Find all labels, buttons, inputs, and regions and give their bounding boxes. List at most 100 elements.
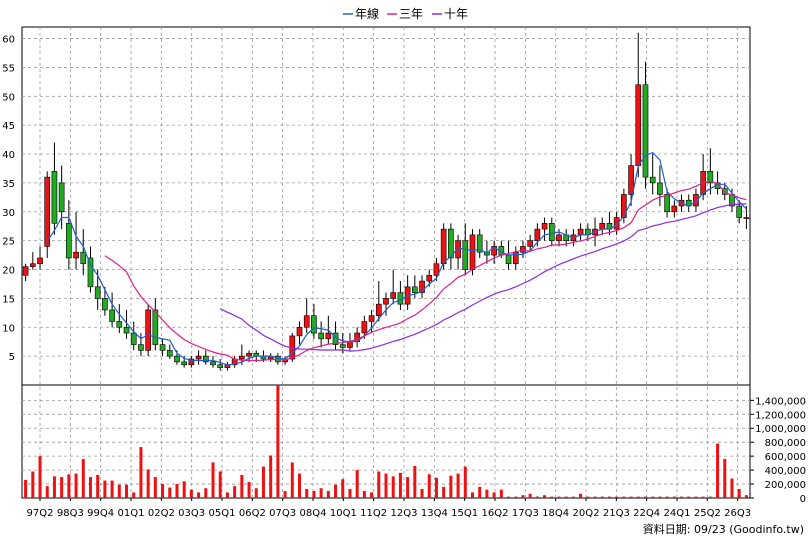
volume-bar [283,491,287,498]
price-panel-frame [21,26,751,386]
volume-bar [406,477,410,498]
price-tick-label: 60 [2,35,15,46]
candle-body [166,350,173,357]
x-tick-label: 20Q2 [573,508,600,519]
price-tick-label: 55 [2,63,15,74]
volume-tick-label: 600,000 [765,452,806,463]
moving-average-lines [46,151,747,366]
legend-label-10yr-ma: 十年 [444,7,468,21]
x-tick-label: 01Q1 [118,508,145,519]
candle-body [239,355,245,360]
volume-bar [730,478,734,498]
x-tick-label: 02Q2 [148,508,175,519]
data-date-footer: 資料日期: 09/23 (Goodinfo.tw) [643,522,804,536]
candle-body [202,355,209,363]
ma-line-10yr [219,203,747,352]
candle-body [534,228,541,241]
x-tick-label: 10Q1 [330,508,357,519]
volume-bar [442,486,446,498]
price-tick-label: 35 [2,179,15,190]
candle-body [736,205,743,218]
volume-bar [261,466,265,498]
volume-bar [348,488,352,498]
candle-body [671,205,678,213]
candle-body [303,315,310,328]
volume-bar [615,496,619,498]
volume-bar [290,462,294,498]
volume-bar [579,493,583,498]
volume-bar [117,484,121,498]
volume-bar [81,458,85,498]
volume-bar [153,477,157,498]
candle-body [743,217,750,219]
volume-bar [535,496,539,498]
volume-bar [543,495,547,498]
x-tick-label: 97Q2 [27,508,54,519]
volume-bar [125,484,129,498]
price-tick-label: 10 [2,323,15,334]
gridlines [22,27,750,498]
volume-bars [24,385,748,498]
volume-bar [161,484,165,498]
candle-body [217,364,224,368]
candle-body [159,344,166,351]
candle-body [188,358,195,366]
x-tick-label: 05Q1 [209,508,236,519]
candle-body [527,240,533,247]
price-tick-label: 50 [2,92,15,103]
x-tick-label: 25Q2 [694,508,721,519]
candle-body [433,263,440,276]
candle-body [174,355,180,363]
candle-body [613,217,620,230]
price-tick-label: 30 [2,208,15,219]
volume-bar [550,496,554,498]
volume-bar [737,488,741,498]
volume-tick-label: 400,000 [765,466,806,477]
candle-body [390,292,397,299]
volume-bar [687,496,691,498]
volume-bar [67,474,71,498]
candle-body [339,344,346,348]
x-tick-label: 12Q3 [391,508,418,519]
candle-body [66,223,72,259]
volume-bar [427,474,431,498]
candle-body [102,298,108,311]
candle-body [51,171,58,224]
volume-bar [593,496,597,498]
volume-bar [470,492,474,498]
candle-body [599,223,606,230]
candle-body [383,298,389,305]
legend-label-3yr-ma: 三年 [399,7,423,21]
volume-tick-label: 1,000,000 [755,424,806,435]
candle-body [476,234,483,253]
volume-bar [276,385,280,498]
volume-bar [370,492,374,498]
candle-body [145,309,151,351]
volume-tick-label: 0 [800,494,806,505]
candle-body [37,257,43,265]
x-tick-label: 98Q3 [57,508,84,519]
volume-bar [211,462,215,498]
volume-bar [708,496,712,498]
x-tick-label: 99Q4 [87,508,114,519]
volume-bar [571,496,575,498]
volume-axis-ticks: 0 200,000 400,000 600,000 800,000 1,000,000 1,… [750,396,806,505]
volume-bar [146,469,150,498]
volume-bar [434,477,438,498]
candle-body [462,240,469,270]
volume-bar [384,473,388,498]
volume-bar [31,471,35,498]
volume-bar [658,496,662,498]
volume-bar [377,471,381,498]
candle-body [448,228,454,259]
candle-body [347,341,353,348]
candle-body [375,303,382,317]
candle-body [246,352,252,357]
x-axis-ticks: 97Q2 98Q3 99Q4 01Q1 02Q2 03Q3 05Q1 06Q2 07Q3 08Q4… [27,498,751,519]
volume-bar [319,488,323,498]
volume-bar [175,484,179,498]
candle-body [693,194,699,207]
volume-bar [672,496,676,498]
candle-body [361,321,368,334]
